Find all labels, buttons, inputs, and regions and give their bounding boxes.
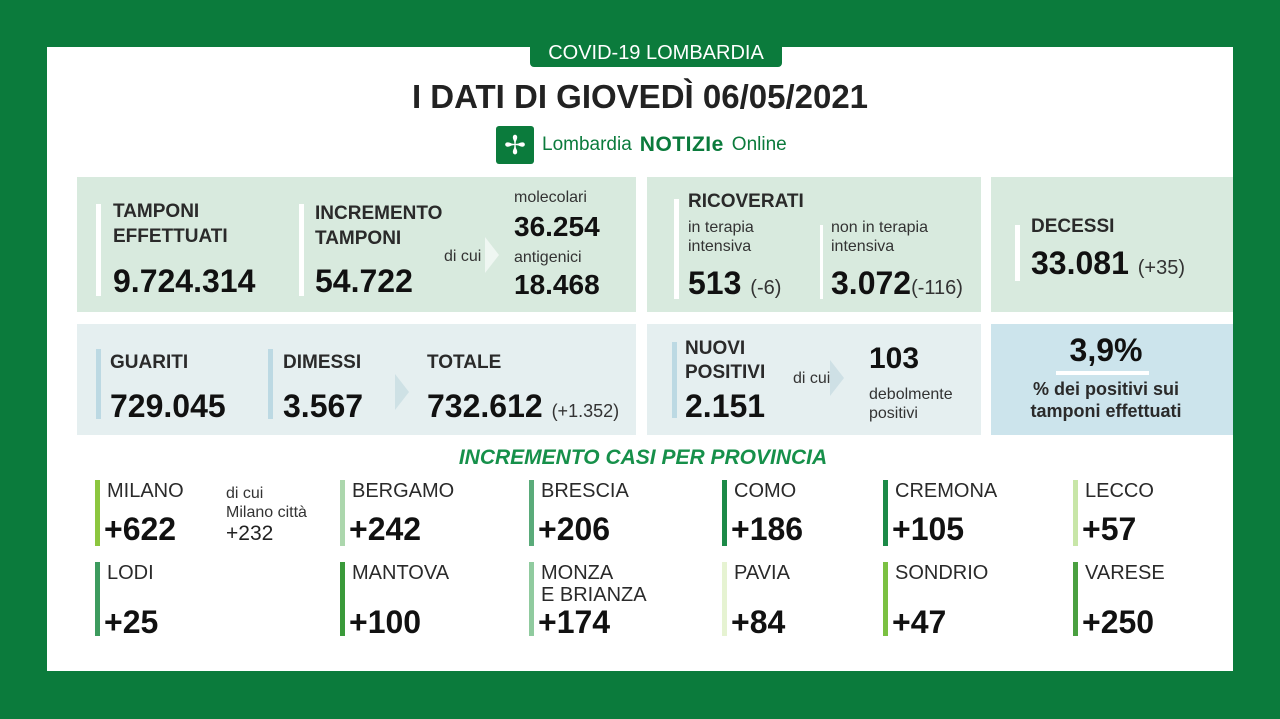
molecolari-label: molecolari: [514, 189, 587, 206]
page-title: I DATI DI GIOVEDÌ 06/05/2021: [411, 78, 869, 115]
dimessi-label: DIMESSI: [283, 352, 362, 373]
province-color-bar: [95, 562, 100, 636]
province-color-bar: [722, 562, 727, 636]
province-color-bar: [883, 480, 888, 546]
province-color-bar: [340, 480, 345, 546]
nuovi-positivi-box: NUOVI POSITIVI 2.151 di cui 103 debolment…: [647, 324, 981, 435]
rosa-camuna-icon: ✢: [496, 126, 534, 164]
province-name: LECCO: [1085, 480, 1154, 502]
province-value: +105: [892, 511, 965, 547]
divider: [1015, 225, 1020, 281]
divider: [96, 204, 101, 296]
brand-bold: NOTIZIe: [639, 133, 724, 156]
brand-pre: Lombardia: [542, 134, 632, 155]
province-color-bar: [1073, 562, 1078, 636]
tamponi-box: TAMPONI EFFETTUATI 9.724.314 INCREMENTO TA…: [77, 177, 636, 312]
di-cui-label: di cui: [444, 248, 482, 265]
divider: [268, 349, 273, 419]
ti-value: 513 (-6): [688, 265, 782, 301]
province-value: +206: [538, 511, 611, 547]
province-name: MILANO: [107, 480, 184, 502]
province-value: +186: [731, 511, 804, 547]
province-name: MANTOVA: [352, 562, 450, 584]
province-color-bar: [340, 562, 345, 636]
ricoverati-label: RICOVERATI: [688, 191, 804, 212]
province-name: LODI: [107, 562, 154, 584]
percent-value: 3,9%: [1069, 332, 1143, 368]
underline: [1056, 371, 1149, 375]
brand-logo: ✢ Lombardia NOTIZIe Online: [496, 126, 787, 164]
province-value: +174: [538, 604, 611, 640]
province-value: +47: [892, 604, 947, 640]
milano-city-label: di cui Milano città: [226, 485, 307, 521]
ricoverati-box: RICOVERATI in terapia intensiva 513 (-6) …: [647, 177, 981, 312]
province-color-bar: [883, 562, 888, 636]
provinces-title: INCREMENTO CASI PER PROVINCIA: [458, 446, 828, 469]
nti-label: non in terapia intensiva: [831, 219, 928, 255]
guariti-label: GUARITI: [110, 352, 189, 373]
province-name: CREMONA: [895, 480, 998, 502]
totale-value: 732.612 (+1.352): [427, 388, 620, 424]
decessi-box: DECESSI 33.081 (+35): [991, 177, 1233, 312]
nuovi-label: NUOVI POSITIVI: [685, 338, 766, 383]
percent-label: % dei positivi sui tamponi effettuati: [1030, 379, 1182, 421]
province-value: +84: [731, 604, 786, 640]
arrow-icon: [485, 237, 499, 273]
guariti-box: GUARITI 729.045 DIMESSI 3.567 TOTALE 732…: [77, 324, 636, 435]
decessi-label: DECESSI: [1031, 216, 1115, 237]
tamponi-value: 9.724.314: [113, 263, 256, 299]
province-name: BERGAMO: [352, 480, 455, 502]
antigenici-value: 18.468: [514, 269, 600, 300]
di-cui-label: di cui: [793, 370, 831, 387]
tamponi-label: TAMPONI EFFETTUATI: [113, 201, 228, 247]
divider: [96, 349, 101, 419]
molecolari-value: 36.254: [514, 211, 600, 242]
decessi-value: 33.081 (+35): [1031, 245, 1186, 281]
province-name: SONDRIO: [895, 562, 989, 584]
divider: [299, 204, 304, 296]
province-color-bar: [1073, 480, 1078, 546]
divider: [672, 342, 677, 418]
divider: [820, 225, 823, 299]
province-value: +25: [104, 604, 159, 640]
province-name: PAVIA: [734, 562, 790, 584]
nti-value: 3.072(-116): [831, 265, 963, 301]
milano-city-value: +232: [226, 522, 274, 545]
province-name: BRESCIA: [541, 480, 629, 502]
dimessi-value: 3.567: [283, 388, 364, 424]
province-value: +100: [349, 604, 422, 640]
antigenici-label: antigenici: [514, 249, 582, 266]
incremento-label: INCREMENTO TAMPONI: [315, 203, 443, 249]
debolmente-value: 103: [869, 342, 920, 375]
brand-post: Online: [731, 134, 787, 155]
province-color-bar: [529, 480, 534, 546]
province-value: +57: [1082, 511, 1137, 547]
percentuale-box: 3,9% % dei positivi sui tamponi effettuat…: [991, 324, 1233, 435]
ti-label: in terapia intensiva: [688, 219, 754, 255]
arrow-icon: [830, 360, 844, 396]
province-value: +242: [349, 511, 422, 547]
arrow-icon: [395, 374, 409, 410]
incremento-value: 54.722: [315, 263, 413, 299]
province-color-bar: [529, 562, 534, 636]
province-value: +622: [104, 511, 177, 547]
guariti-value: 729.045: [110, 388, 226, 424]
province-name: MONZA E BRIANZA: [541, 562, 647, 606]
province-name: VARESE: [1085, 562, 1165, 584]
nuovi-value: 2.151: [685, 388, 766, 424]
divider: [674, 199, 679, 299]
province-color-bar: [722, 480, 727, 546]
region-tab: COVID-19 LOMBARDIA: [530, 40, 782, 67]
province-name: COMO: [734, 480, 797, 502]
debolmente-label: debolmente positivi: [869, 386, 953, 422]
totale-label: TOTALE: [427, 352, 502, 373]
province-value: +250: [1082, 604, 1155, 640]
province-color-bar: [95, 480, 100, 546]
